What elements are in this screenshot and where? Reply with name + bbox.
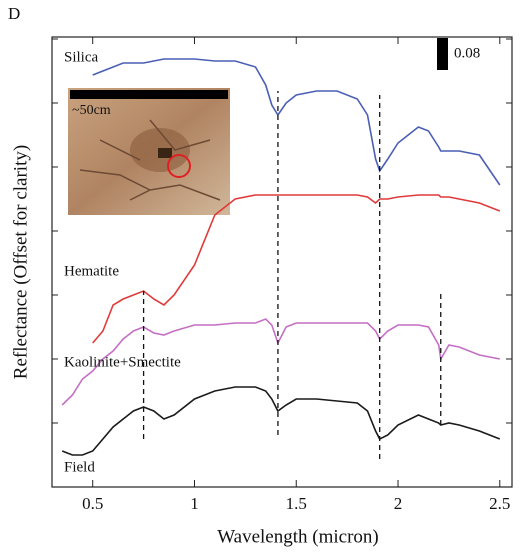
series-line: [92, 194, 501, 344]
series-label: Kaolinite+Smectite: [64, 354, 181, 370]
inset-photo: ~50cm: [68, 88, 230, 215]
x-tick-label: 1.5: [286, 494, 307, 513]
series-line: [61, 386, 501, 456]
x-axis-label: Wavelength (micron): [217, 526, 379, 547]
photo-object: [158, 148, 172, 158]
plot-frame: [51, 36, 513, 488]
series-line: [92, 58, 501, 186]
inset-label: ~50cm: [72, 103, 111, 118]
series-label: Silica: [64, 49, 99, 65]
series-label: Hematite: [64, 263, 119, 279]
y-axis-label: Reflectance (Offset for clarity): [10, 145, 31, 379]
scale-bar-label: 0.08: [454, 45, 480, 61]
photo-cracks: [79, 119, 221, 201]
x-tick-label: 2.5: [489, 494, 510, 513]
x-tick-label: 0.5: [82, 494, 103, 513]
scale-bar: [437, 38, 448, 70]
panel-label: D: [8, 4, 20, 23]
series-label: Field: [64, 459, 95, 475]
photo-circle: [167, 154, 191, 178]
x-tick-label: 1: [190, 494, 199, 513]
photo-scale-bar: [70, 90, 228, 99]
x-tick-label: 2: [394, 494, 403, 513]
